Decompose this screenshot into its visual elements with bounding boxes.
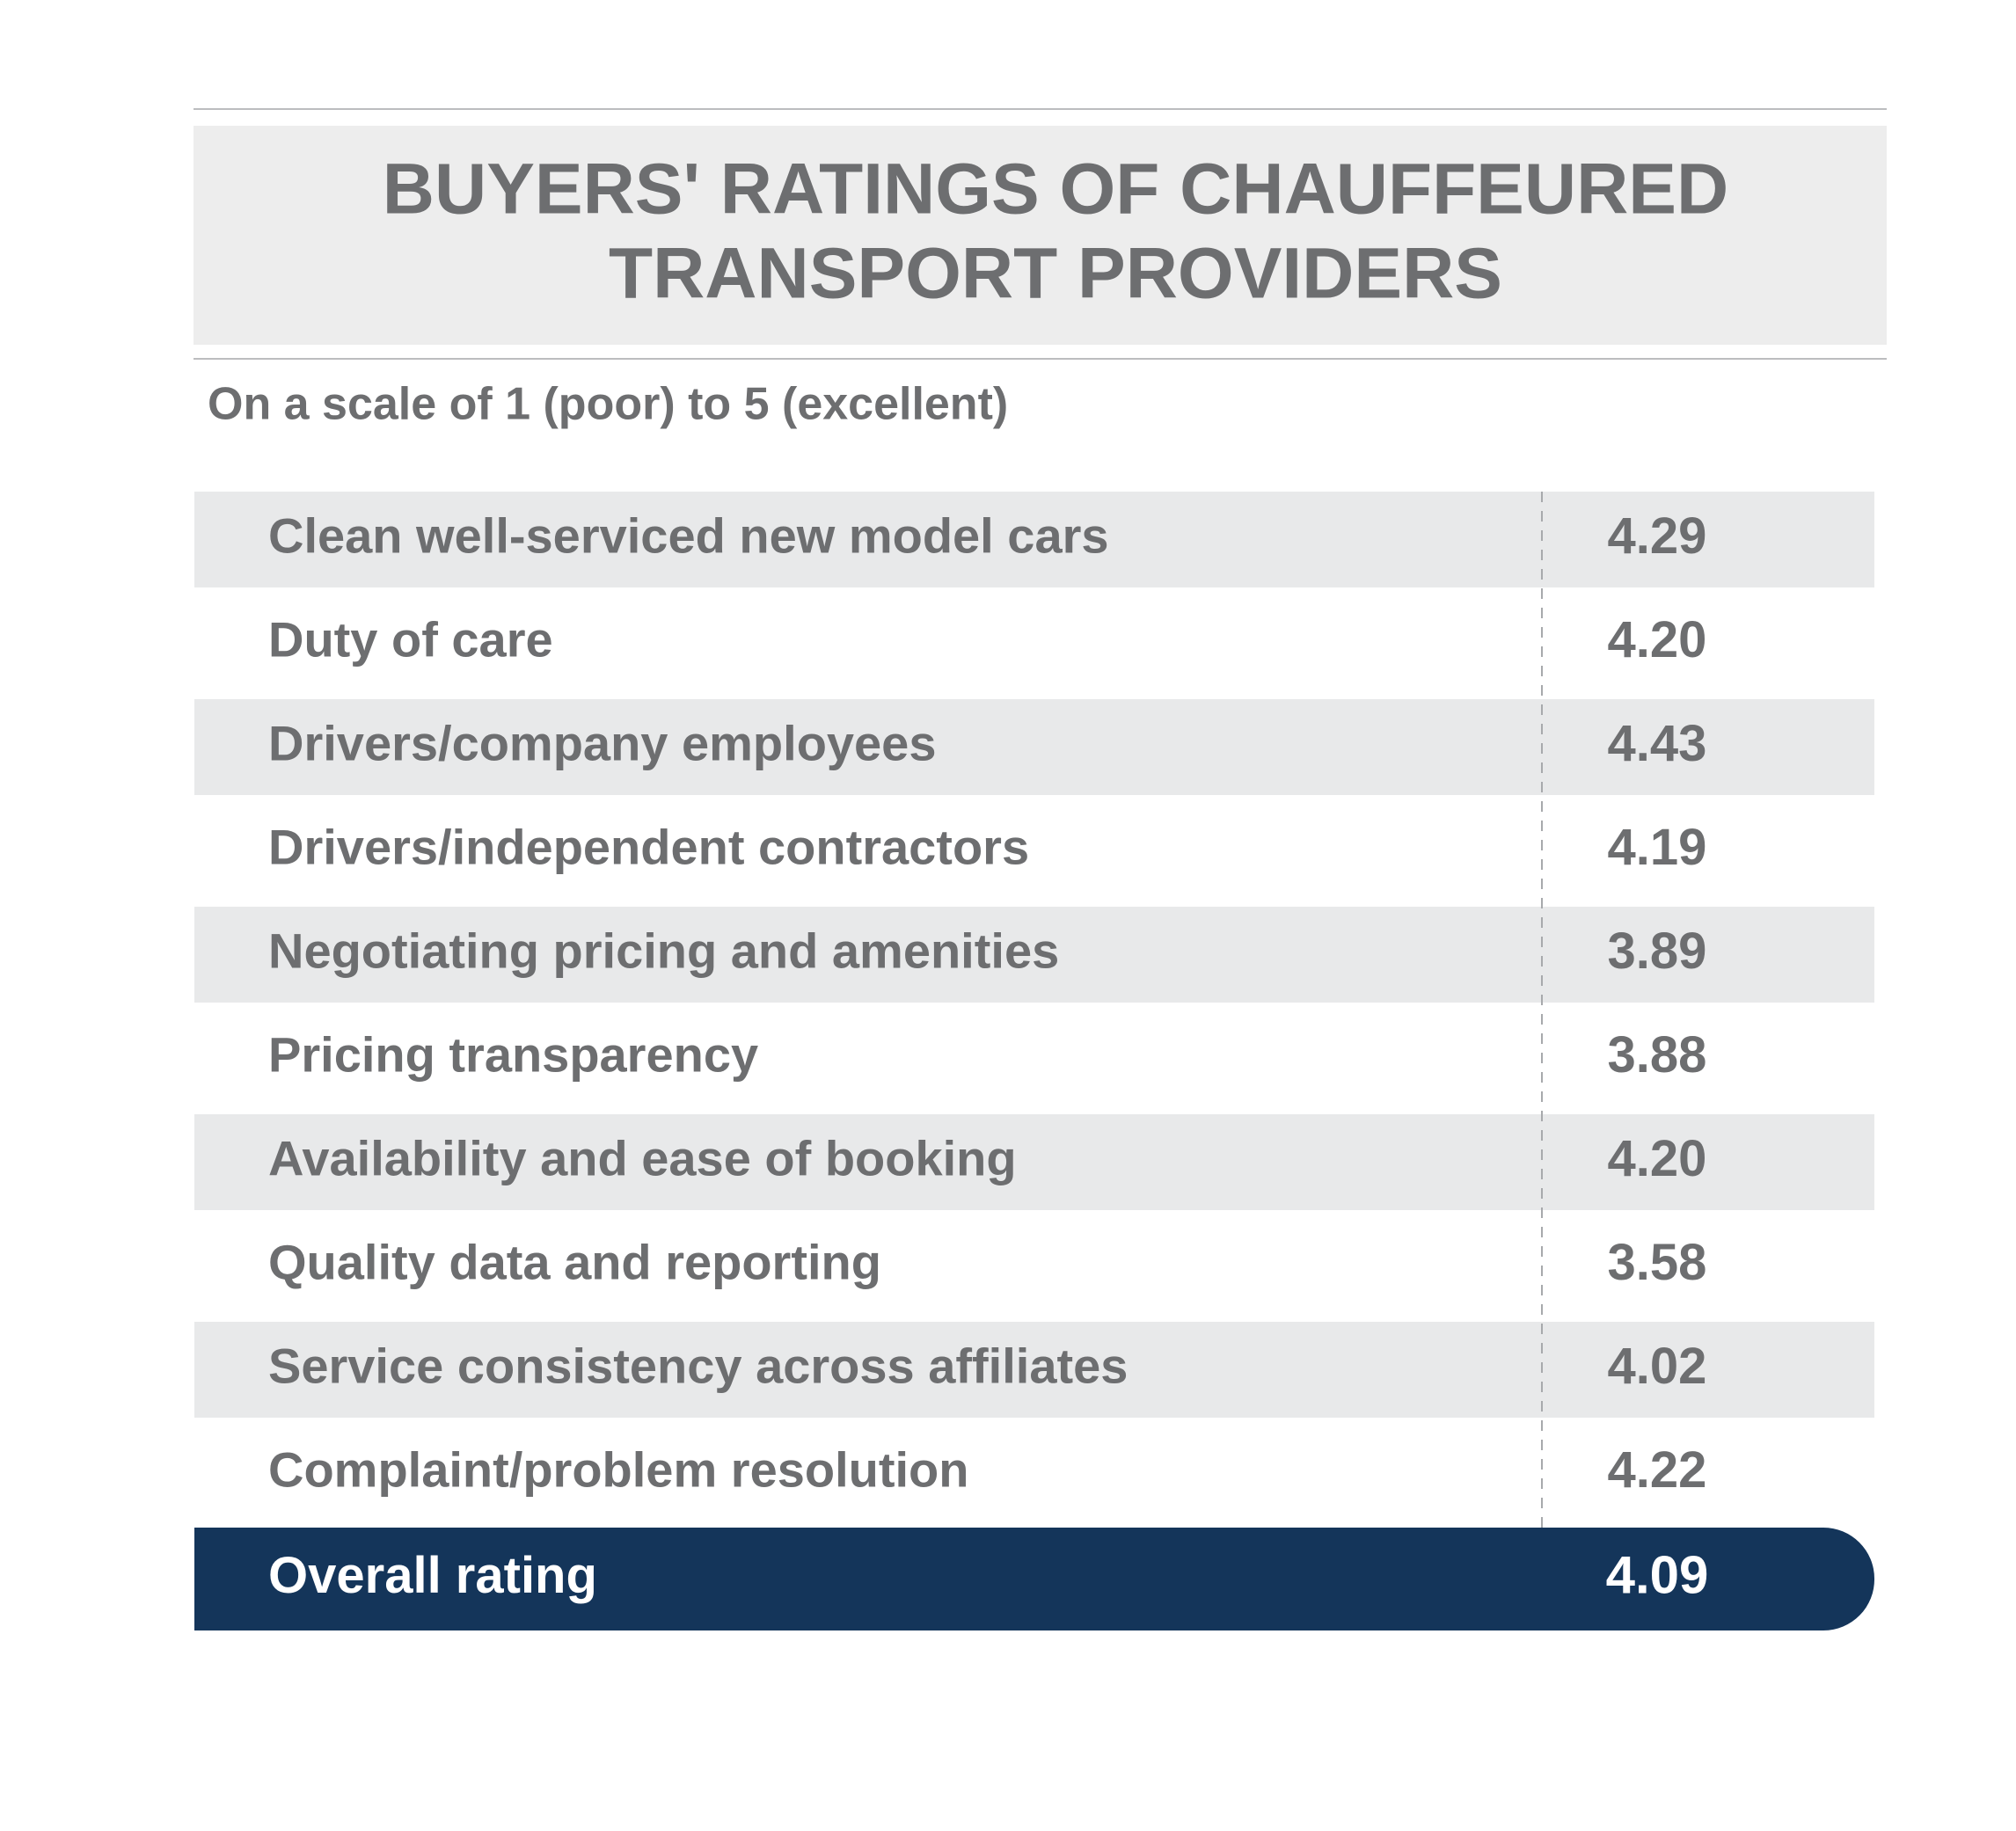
row-label: Negotiating pricing and amenities — [268, 923, 1059, 978]
row-label: Drivers/independent contractors — [268, 819, 1029, 874]
row-label: Clean well-serviced new model cars — [268, 507, 1109, 563]
rows: Clean well-serviced new model cars 4.29 Du… — [194, 492, 1875, 1630]
total-band — [194, 1528, 1875, 1630]
row-value: 4.19 — [1608, 819, 1707, 876]
title-line: TRANSPORT PROVIDERS — [609, 234, 1502, 314]
row-band — [194, 492, 1874, 587]
row-value: 3.58 — [1608, 1234, 1707, 1291]
row-value: 4.20 — [1608, 611, 1707, 668]
row-label: Duty of care — [268, 611, 553, 667]
row-value: 4.20 — [1608, 1130, 1707, 1187]
row-band — [194, 1322, 1874, 1418]
row-value: 4.29 — [1608, 507, 1707, 565]
row-label: Pricing transparency — [268, 1026, 758, 1082]
row-band — [194, 1114, 1874, 1210]
total-label: Overall rating — [268, 1547, 597, 1604]
row-value: 4.43 — [1608, 715, 1707, 772]
row-label: Availability and ease of booking — [268, 1130, 1017, 1185]
row-value: 4.02 — [1608, 1338, 1707, 1395]
total-value: 4.09 — [1606, 1545, 1709, 1604]
row-band — [194, 699, 1874, 795]
row-band — [194, 907, 1874, 1003]
row-value: 3.89 — [1608, 923, 1707, 980]
row-value: 3.88 — [1608, 1026, 1707, 1083]
title-line: BUYERS' RATINGS OF CHAUFFEURED — [383, 150, 1728, 230]
row-value: 4.22 — [1608, 1441, 1707, 1499]
row-label: Quality data and reporting — [268, 1234, 881, 1289]
title-box — [194, 126, 1887, 345]
row-label: Complaint/problem resolution — [268, 1441, 968, 1497]
row-label: Service consistency across affiliates — [268, 1338, 1128, 1393]
row-label: Drivers/company employees — [268, 715, 936, 770]
subtitle: On a scale of 1 (poor) to 5 (excellent) — [208, 379, 1008, 430]
